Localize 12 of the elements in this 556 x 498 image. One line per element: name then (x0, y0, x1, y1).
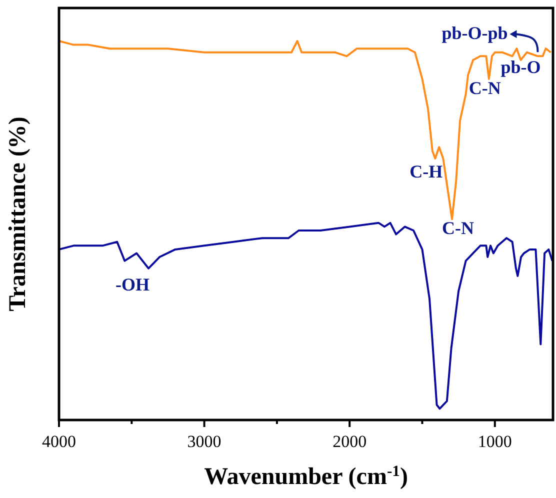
annotation: C-N (468, 78, 501, 98)
annotation: pb-O (500, 56, 541, 77)
x-tick-label: 2000 (332, 432, 367, 451)
annotation: pb-O-pb (442, 23, 508, 44)
annotation: C-N (442, 218, 474, 238)
y-axis-title: Transmittance (%) (5, 116, 31, 312)
x-axis-title: Wavenumber (cm$^{-1}$) (204, 462, 408, 490)
x-tick-label: 3000 (187, 432, 222, 451)
annotation: C-H (410, 161, 443, 182)
annotation: -OH (116, 274, 150, 294)
x-tick-label: 1000 (478, 432, 512, 451)
x-tick-label: 4000 (42, 432, 76, 451)
